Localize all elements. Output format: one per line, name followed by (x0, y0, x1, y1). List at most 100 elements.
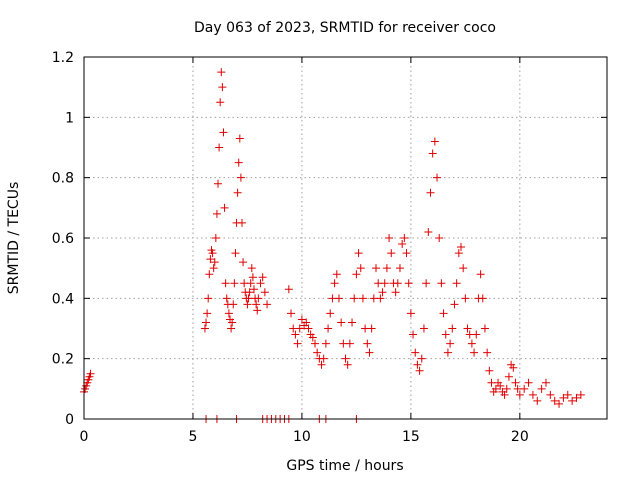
data-point (502, 384, 511, 393)
data-point (227, 324, 236, 333)
data-point (524, 378, 533, 387)
data-point (222, 294, 231, 303)
data-point (217, 68, 226, 77)
data-point (237, 218, 246, 227)
data-point (229, 300, 238, 309)
data-point (341, 354, 350, 363)
data-point (326, 309, 335, 318)
data-point (395, 264, 404, 273)
data-point (398, 240, 407, 249)
data-point (230, 279, 239, 288)
data-point (293, 339, 302, 348)
y-tick-label: 0.2 (52, 352, 74, 368)
data-point (324, 324, 333, 333)
data-point (211, 234, 220, 242)
data-point (215, 143, 224, 152)
data-point (430, 137, 439, 146)
data-point (467, 339, 476, 348)
data-point (365, 348, 374, 357)
data-point (433, 173, 442, 182)
data-point (387, 249, 396, 258)
data-point (483, 348, 492, 357)
y-axis-label: SRMTID / TECUs (6, 182, 22, 295)
data-point (417, 354, 426, 363)
data-point (439, 309, 448, 318)
data-point (354, 249, 363, 258)
data-point (287, 309, 296, 318)
data-point (546, 390, 555, 399)
data-point (422, 279, 431, 288)
data-point (393, 279, 402, 288)
data-point (243, 300, 252, 309)
data-point (208, 249, 217, 258)
data-point (258, 273, 267, 282)
y-tick-label: 0.4 (52, 291, 74, 307)
x-tick-label: 0 (80, 429, 89, 445)
data-point (533, 396, 542, 405)
data-point (443, 348, 452, 357)
data-point (428, 149, 437, 158)
data-point (332, 270, 341, 279)
x-tick-label: 5 (188, 429, 197, 445)
data-point (297, 315, 306, 324)
data-point (352, 270, 361, 279)
data-point (200, 324, 209, 333)
data-point (228, 318, 237, 327)
data-point (260, 288, 269, 297)
data-point (239, 258, 248, 267)
y-tick-label: 0.6 (52, 231, 74, 247)
data-point (515, 390, 524, 399)
data-point (219, 128, 228, 137)
data-point (400, 234, 409, 242)
data-point (337, 318, 346, 327)
data-point (511, 378, 520, 387)
data-point (363, 339, 372, 348)
data-point (367, 324, 376, 333)
data-point (253, 306, 262, 315)
data-point (382, 264, 391, 273)
data-point (224, 309, 233, 318)
chart-title: Day 063 of 2023, SRMTID for receiver coc… (194, 20, 496, 36)
data-point (376, 294, 385, 303)
y-tick-label: 1 (65, 110, 74, 126)
data-point (216, 98, 225, 107)
data-point (409, 330, 418, 339)
data-point (450, 300, 459, 309)
data-point (317, 360, 326, 369)
data-point (234, 158, 243, 167)
y-tick-label: 1.2 (52, 50, 74, 66)
data-point (576, 390, 585, 399)
data-point (454, 249, 463, 258)
data-point (310, 339, 319, 348)
data-point (541, 378, 550, 387)
data-point (441, 330, 450, 339)
data-point (263, 300, 272, 309)
data-point (509, 363, 518, 372)
data-point (476, 270, 485, 279)
data-point (348, 318, 357, 327)
axis-ticks: 0 0.2 0.4 0.6 0.8 1 1.2 0 5 10 15 20 (52, 50, 607, 445)
data-point (504, 372, 513, 381)
y-tick-label: 0 (65, 412, 74, 428)
data-point (555, 399, 564, 408)
data-point (550, 396, 559, 405)
data-point (252, 300, 261, 309)
data-point (426, 188, 435, 197)
data-point (406, 309, 415, 318)
data-point (246, 279, 255, 288)
data-point (452, 279, 461, 288)
data-point (295, 324, 304, 333)
data-marks (80, 68, 585, 423)
data-point (456, 243, 465, 252)
data-point (330, 279, 339, 288)
data-point (380, 279, 389, 288)
x-tick-label: 10 (293, 429, 311, 445)
data-point (528, 390, 537, 399)
y-tick-label: 0.8 (52, 171, 74, 187)
data-point (485, 366, 494, 375)
data-point (210, 258, 219, 267)
data-point (235, 134, 244, 143)
data-point (470, 348, 479, 357)
data-point (358, 294, 367, 303)
